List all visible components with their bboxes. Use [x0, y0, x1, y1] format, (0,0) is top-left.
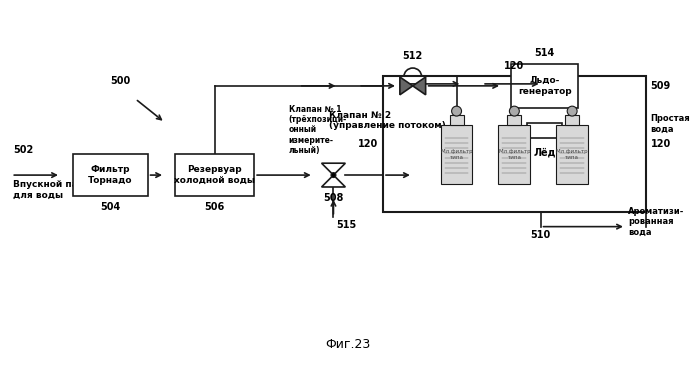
Text: Мл фильтр
типа: Мл фильтр типа	[498, 149, 530, 160]
Polygon shape	[400, 77, 413, 95]
Text: Мл фильтр
типа: Мл фильтр типа	[556, 149, 588, 160]
Circle shape	[567, 106, 577, 116]
Text: 509: 509	[651, 81, 671, 91]
Bar	[175, 154, 254, 196]
Text: 500: 500	[110, 76, 130, 86]
Text: 515: 515	[337, 220, 357, 230]
Bar	[383, 76, 645, 212]
Circle shape	[452, 106, 461, 116]
Bar	[511, 64, 578, 108]
Polygon shape	[321, 175, 345, 187]
Text: Мл фильтр
типа: Мл фильтр типа	[441, 149, 472, 160]
Text: Ароматизи-
рованная
вода: Ароматизи- рованная вода	[628, 207, 684, 236]
Text: Клапан № 2
(управление потоком): Клапан № 2 (управление потоком)	[328, 111, 445, 130]
Bar	[441, 125, 472, 185]
Text: Льдо-
генератор: Льдо- генератор	[518, 76, 571, 95]
Text: Резервуар
холодной воды: Резервуар холодной воды	[174, 165, 255, 185]
Text: Простая
вода: Простая вода	[651, 114, 690, 134]
Bar	[74, 154, 148, 196]
Text: Лёд: Лёд	[533, 148, 556, 158]
Circle shape	[510, 106, 519, 116]
Text: 512: 512	[402, 51, 423, 61]
Text: Фиг.23: Фиг.23	[326, 337, 371, 350]
Circle shape	[331, 173, 336, 178]
Polygon shape	[321, 163, 345, 175]
Bar	[526, 123, 562, 138]
Bar	[498, 125, 530, 185]
Bar	[565, 115, 579, 125]
Bar	[449, 115, 463, 125]
Text: Клапан № 1
(трёхпозици-
онный
измерите-
льный): Клапан № 1 (трёхпозици- онный измерите- …	[289, 105, 347, 155]
Text: 120: 120	[651, 139, 671, 149]
Polygon shape	[413, 77, 426, 95]
Text: 504: 504	[100, 202, 120, 212]
Text: 514: 514	[535, 48, 554, 58]
Text: Впускной патрубок
для воды: Впускной патрубок для воды	[13, 180, 114, 199]
Text: 506: 506	[204, 202, 225, 212]
Text: 508: 508	[323, 193, 344, 203]
Text: 120: 120	[358, 139, 378, 149]
Text: 502: 502	[13, 145, 34, 155]
Text: Фильтр
Торнадо: Фильтр Торнадо	[88, 165, 133, 185]
Bar	[508, 115, 522, 125]
Bar	[556, 125, 588, 185]
Text: 120: 120	[504, 61, 524, 71]
Text: 510: 510	[531, 230, 551, 240]
